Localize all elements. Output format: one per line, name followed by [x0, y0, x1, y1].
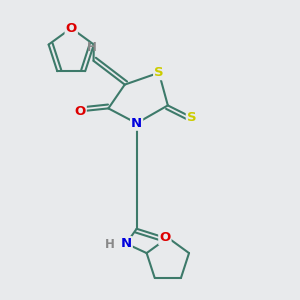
Text: O: O: [74, 105, 86, 118]
Text: S: S: [187, 111, 196, 124]
Text: N: N: [131, 117, 142, 130]
Text: H: H: [105, 238, 115, 251]
Text: N: N: [121, 237, 132, 250]
Text: S: S: [154, 66, 164, 79]
Text: O: O: [66, 22, 77, 34]
Text: H: H: [87, 41, 97, 54]
Text: O: O: [159, 231, 170, 244]
